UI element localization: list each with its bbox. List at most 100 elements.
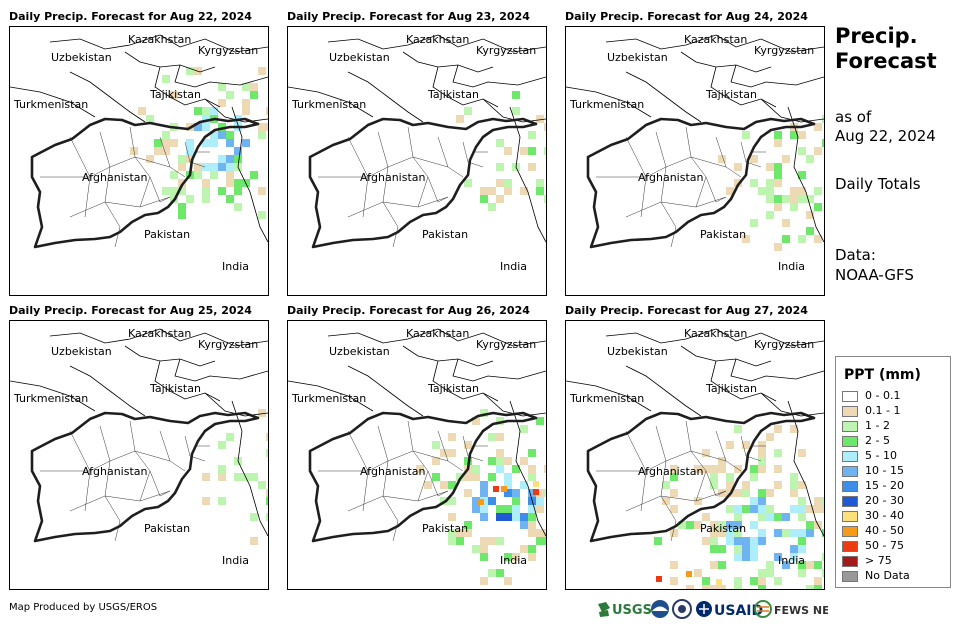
precip-cell bbox=[528, 553, 536, 561]
precip-cell bbox=[536, 529, 544, 537]
precip-cell bbox=[504, 179, 512, 187]
label-tajikistan: Tajikistan bbox=[149, 88, 201, 101]
precip-cell bbox=[432, 473, 440, 481]
precip-cell bbox=[226, 433, 234, 441]
precip-cell bbox=[656, 576, 662, 582]
precip-cell bbox=[790, 505, 798, 513]
precip-cell bbox=[464, 441, 472, 449]
precip-cell bbox=[520, 457, 528, 465]
precip-cell bbox=[202, 163, 210, 171]
label-kazakhstan: Kazakhstan bbox=[684, 33, 747, 46]
precip-cell bbox=[488, 537, 496, 545]
precip-cell bbox=[758, 529, 766, 537]
label-kazakhstan: Kazakhstan bbox=[406, 33, 469, 46]
precip-cell bbox=[774, 577, 782, 585]
precip-cell bbox=[798, 497, 806, 505]
usgs-logo: USGS bbox=[598, 602, 652, 618]
precip-cell bbox=[480, 545, 488, 553]
precip-cell bbox=[234, 187, 242, 195]
precip-cell bbox=[766, 561, 774, 569]
precip-cell bbox=[742, 505, 750, 513]
legend-swatch bbox=[842, 465, 858, 477]
label-turkmenistan: Turkmenistan bbox=[13, 98, 88, 111]
precip-cell bbox=[504, 553, 512, 561]
label-india: India bbox=[500, 260, 527, 273]
panel-title: Daily Precip. Forecast for Aug 26, 2024 bbox=[287, 304, 530, 317]
as-of-label: as of bbox=[835, 108, 872, 126]
legend-swatch bbox=[842, 450, 858, 462]
fews-net-wordmark: FEWS NET bbox=[774, 604, 828, 617]
precip-cell bbox=[528, 147, 536, 155]
label-uzbekistan: Uzbekistan bbox=[607, 51, 668, 64]
precip-cell bbox=[226, 91, 234, 99]
panel-title: Daily Precip. Forecast for Aug 24, 2024 bbox=[565, 10, 808, 23]
precip-cell bbox=[202, 115, 210, 123]
noaa-logo bbox=[651, 600, 669, 618]
precip-cell bbox=[448, 513, 456, 521]
legend-item: 1 - 2 bbox=[842, 419, 890, 433]
label-turkmenistan: Turkmenistan bbox=[291, 392, 366, 405]
precip-cell bbox=[258, 211, 266, 219]
precip-cell bbox=[798, 481, 806, 489]
label-pakistan: Pakistan bbox=[144, 228, 190, 241]
precip-cell bbox=[782, 561, 790, 569]
precip-cell bbox=[814, 561, 822, 569]
precip-cell bbox=[670, 561, 678, 569]
precip-cell bbox=[782, 219, 790, 227]
precip-cell bbox=[493, 486, 499, 492]
label-tajikistan: Tajikistan bbox=[427, 88, 479, 101]
precip-cell bbox=[472, 473, 480, 481]
precip-cell bbox=[686, 521, 694, 529]
precip-cell bbox=[718, 529, 726, 537]
precip-cell bbox=[694, 521, 702, 529]
label-afghanistan: Afghanistan bbox=[82, 465, 148, 478]
precip-cell bbox=[798, 171, 806, 179]
precip-cell bbox=[710, 473, 718, 481]
precip-cell bbox=[806, 505, 814, 513]
precip-cell bbox=[710, 585, 718, 589]
precip-cell bbox=[496, 163, 504, 171]
precip-cell bbox=[742, 131, 750, 139]
precip-cell bbox=[266, 123, 268, 131]
legend-item: 5 - 10 bbox=[842, 449, 897, 463]
precip-cell bbox=[822, 529, 824, 537]
panel-title: Daily Precip. Forecast for Aug 25, 2024 bbox=[9, 304, 252, 317]
precip-cell bbox=[710, 537, 718, 545]
precip-cell bbox=[822, 569, 824, 577]
precip-cell bbox=[496, 457, 504, 465]
label-uzbekistan: Uzbekistan bbox=[329, 51, 390, 64]
precip-cell bbox=[726, 537, 734, 545]
legend-label: 5 - 10 bbox=[865, 449, 897, 462]
precip-cell bbox=[234, 155, 242, 163]
precip-cell bbox=[742, 235, 750, 243]
precip-cell bbox=[702, 585, 710, 589]
map-panel-aug-27: Daily Precip. Forecast for Aug 27, 2024 bbox=[565, 304, 825, 599]
precip-cell bbox=[202, 123, 210, 131]
precip-cell bbox=[806, 585, 814, 589]
precip-cell bbox=[496, 449, 504, 457]
precip-cell bbox=[520, 481, 528, 489]
label-turkmenistan: Turkmenistan bbox=[569, 392, 644, 405]
province-borders bbox=[596, 420, 766, 542]
precip-cell bbox=[734, 163, 742, 171]
precip-cell bbox=[718, 465, 726, 473]
label-afghanistan: Afghanistan bbox=[360, 465, 426, 478]
precip-cell bbox=[536, 505, 544, 513]
precip-cell bbox=[544, 489, 546, 497]
neighbor-borders bbox=[288, 34, 546, 243]
map-panel-aug-22: Daily Precip. Forecast for Aug 22, 2024 bbox=[9, 10, 269, 305]
precip-cell bbox=[194, 163, 202, 171]
precip-cell bbox=[790, 473, 798, 481]
legend-swatch bbox=[842, 555, 858, 567]
label-afghanistan: Afghanistan bbox=[638, 171, 704, 184]
precip-cell bbox=[798, 561, 806, 569]
precip-cell bbox=[504, 489, 512, 497]
precip-cell bbox=[536, 489, 544, 497]
precip-cell bbox=[512, 465, 520, 473]
precip-cell bbox=[162, 139, 170, 147]
forecast-map: Uzbekistan Kazakhstan Kyrgyzstan Tajikis… bbox=[9, 26, 269, 296]
precip-cell bbox=[726, 473, 734, 481]
precip-cell bbox=[544, 537, 546, 545]
neighbor-borders bbox=[288, 328, 546, 537]
precip-cell bbox=[718, 561, 726, 569]
